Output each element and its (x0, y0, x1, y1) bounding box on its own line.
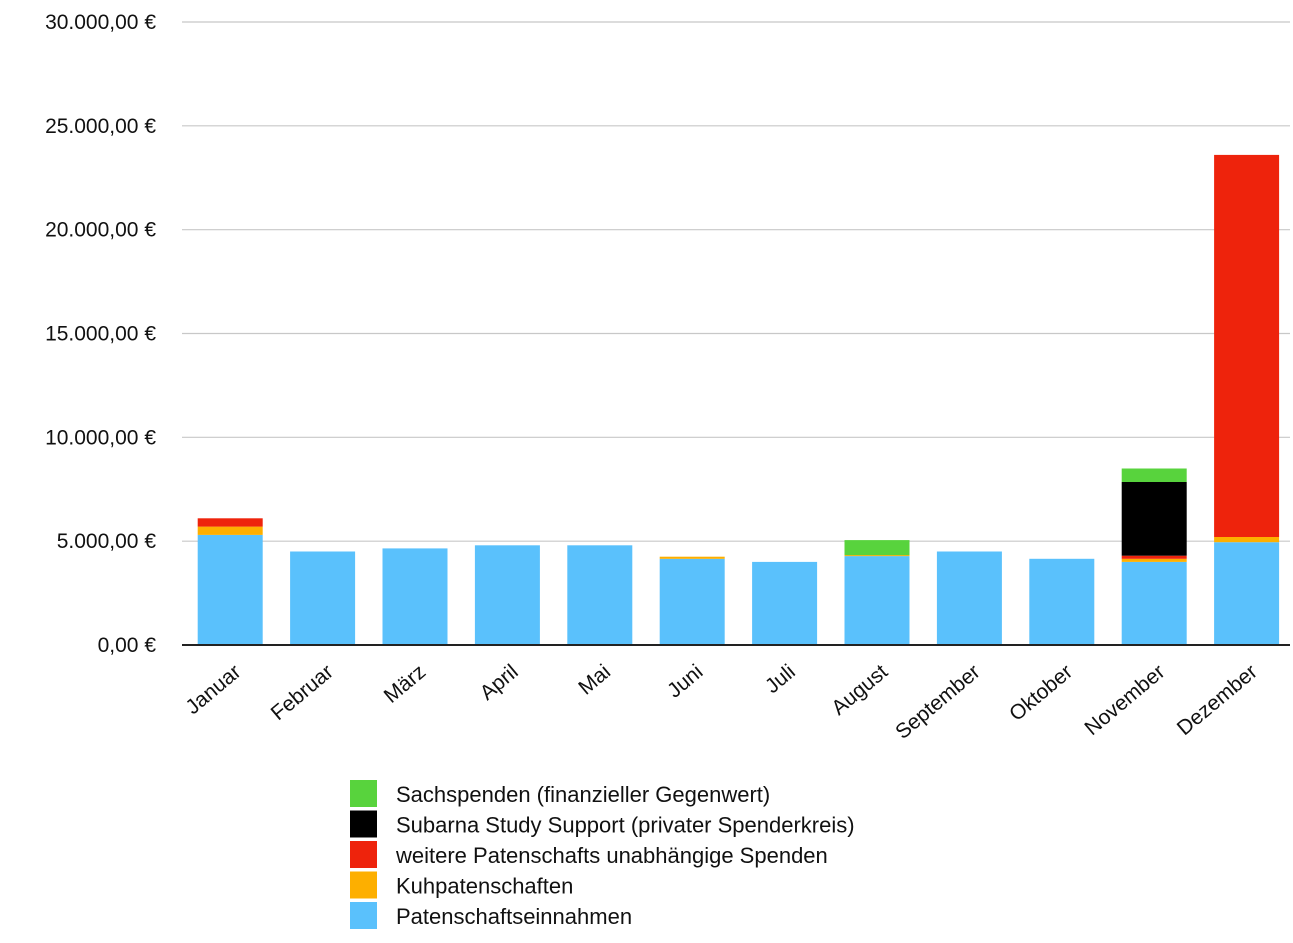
x-tick-label: April (476, 660, 523, 705)
x-tick-label: Januar (181, 660, 245, 719)
bar-segment (197, 534, 263, 645)
x-tick-label: Februar (267, 660, 338, 725)
x-tick-label: August (827, 660, 892, 720)
y-tick-label: 5.000,00 € (57, 530, 157, 553)
legend-label: Patenschaftseinnahmen (396, 904, 632, 929)
x-tick-label: November (1080, 660, 1169, 740)
bar-segment (567, 545, 633, 645)
x-axis-category-labels: Januar Februar März April Mai Juni Juli AugustS… (181, 660, 1261, 744)
legend-swatch (350, 902, 377, 929)
x-tick-label: Mai (574, 660, 615, 699)
legend: Sachspenden (finanzieller Gegenwert) Suba… (350, 780, 855, 929)
bar-segment (290, 551, 356, 645)
legend-label: Sachspenden (finanzieller Gegenwert) (396, 782, 770, 807)
bar-segment (752, 561, 818, 645)
y-tick-label: 20.000,00 € (45, 219, 156, 242)
y-axis-tick-labels: 0,00 € 5.000,00 € 10.000,00 € 15.000,00 € 20… (45, 11, 156, 657)
bar-segment (1214, 542, 1280, 645)
legend-swatch (350, 841, 377, 868)
bar-segment (1121, 558, 1187, 562)
y-tick-label: 15.000,00 € (45, 323, 156, 346)
x-tick-label: Dezember (1173, 660, 1262, 740)
bar-segment (1214, 537, 1280, 543)
bar-segment (844, 556, 910, 645)
bar-segment (1121, 561, 1187, 645)
bar-segment (1121, 482, 1187, 556)
legend-label: weitere Patenschafts unabhängige Spenden (395, 843, 828, 868)
legend-swatch (350, 780, 377, 807)
bar-segment (197, 518, 263, 527)
y-tick-label: 0,00 € (98, 634, 157, 657)
y-tick-label: 30.000,00 € (45, 11, 156, 34)
bar-segment (382, 548, 448, 645)
bar-segment (1029, 558, 1095, 645)
bar-segment (1121, 468, 1187, 482)
bar-segment (474, 545, 540, 645)
x-tick-label: Juni (663, 660, 707, 702)
bar-segment (197, 526, 263, 535)
x-tick-label: März (380, 660, 431, 708)
bar-segment (659, 556, 725, 559)
legend-label: Subarna Study Support (privater Spenderk… (396, 813, 855, 838)
legend-swatch (350, 810, 377, 838)
x-tick-label: Oktober (1005, 660, 1077, 726)
x-tick-label: Juli (761, 660, 800, 698)
bar-segment (844, 555, 910, 557)
legend-label: Kuhpatenschaften (396, 874, 573, 899)
bar-segment (1121, 555, 1187, 559)
bar-segment (659, 558, 725, 645)
bar-segment (936, 551, 1002, 645)
bars (197, 154, 1280, 645)
bar-segment (844, 540, 910, 556)
bar-segment (1214, 154, 1280, 537)
y-tick-label: 25.000,00 € (45, 115, 156, 138)
grid-layer (182, 21, 1290, 542)
x-tick-label: September (891, 660, 984, 744)
legend-swatch (350, 871, 377, 899)
y-tick-label: 10.000,00 € (45, 426, 156, 449)
